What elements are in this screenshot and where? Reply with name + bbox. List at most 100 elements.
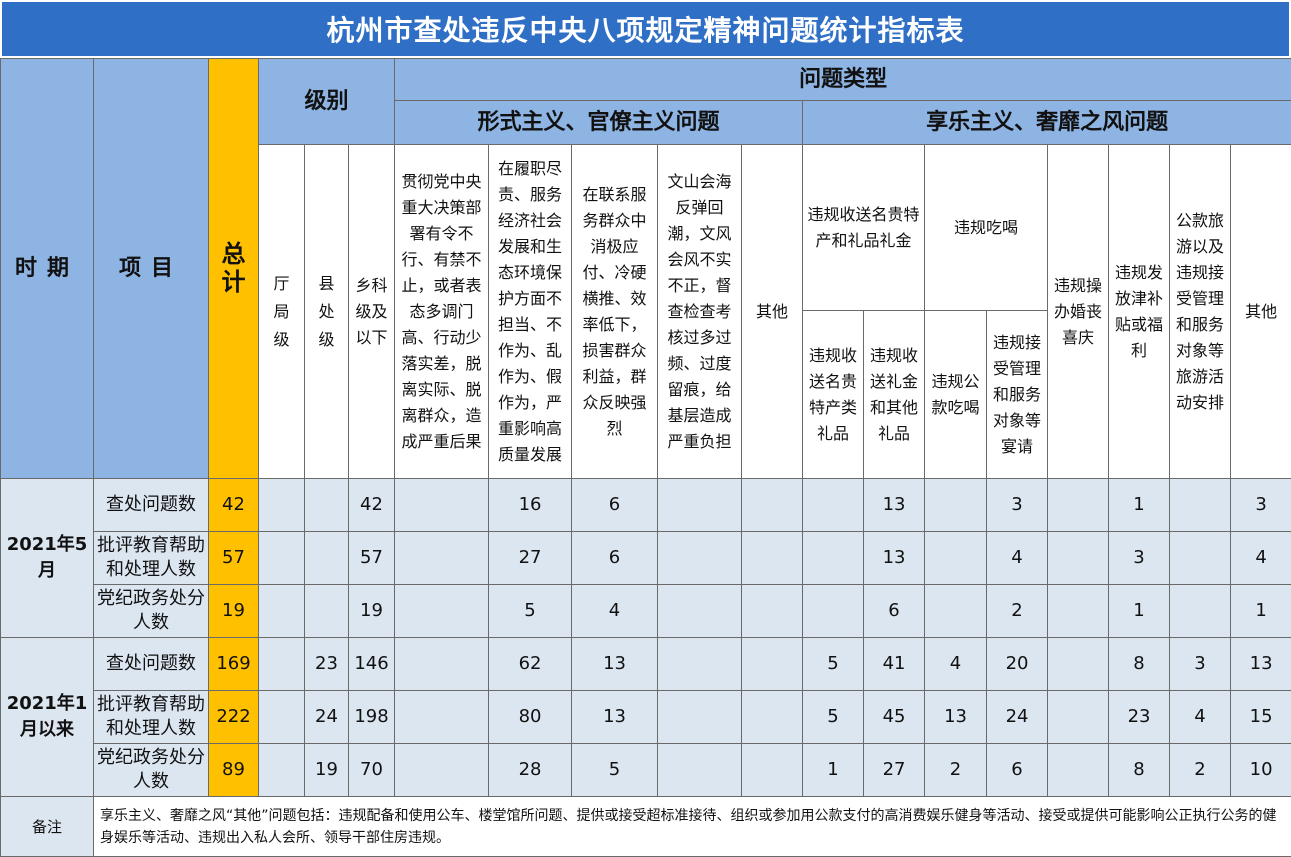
header-travel: 公款旅游以及违规接受管理和服务对象等旅游活动安排: [1170, 145, 1231, 479]
value-cell: [1048, 638, 1109, 691]
value-cell: [1170, 479, 1231, 532]
value-cell: 3: [987, 479, 1048, 532]
value-cell: 1: [803, 744, 864, 797]
header-level-xiang: 乡科级及以下: [349, 145, 395, 479]
value-cell: 4: [925, 638, 987, 691]
value-cell: 1: [1109, 479, 1170, 532]
value-cell: [925, 585, 987, 638]
header-level: 级别: [259, 59, 395, 145]
value-cell: [658, 479, 742, 532]
value-cell: 3: [1231, 479, 1291, 532]
value-cell: 20: [987, 638, 1048, 691]
value-cell: [259, 479, 305, 532]
header-gift-money: 违规收送礼金和其他礼品: [864, 311, 925, 479]
value-cell: 6: [864, 585, 925, 638]
value-cell: 70: [349, 744, 395, 797]
header-level-xian: 县处级: [305, 145, 349, 479]
value-cell: [742, 638, 803, 691]
value-cell: [1048, 744, 1109, 797]
table-title: 杭州市查处违反中央八项规定精神问题统计指标表: [0, 0, 1291, 58]
value-cell: [803, 532, 864, 585]
value-cell: 198: [349, 691, 395, 744]
value-cell: [259, 585, 305, 638]
value-cell: 24: [987, 691, 1048, 744]
value-cell: 2: [987, 585, 1048, 638]
value-cell: 6: [572, 479, 658, 532]
item-cell: 党纪政务处分人数: [94, 585, 209, 638]
value-cell: 24: [305, 691, 349, 744]
value-cell: 2: [925, 744, 987, 797]
header-eat-banquet: 违规接受管理和服务对象等宴请: [987, 311, 1048, 479]
value-cell: 80: [489, 691, 572, 744]
value-cell: 23: [1109, 691, 1170, 744]
period-cell: 2021年5月: [1, 479, 94, 638]
header-gift-group: 违规收送名贵特产和礼品礼金: [803, 145, 925, 311]
value-cell: 8: [1109, 638, 1170, 691]
header-formalism-other: 其他: [742, 145, 803, 479]
value-cell: [259, 691, 305, 744]
item-cell: 批评教育帮助和处理人数: [94, 691, 209, 744]
header-item: 项目: [94, 59, 209, 479]
value-cell: 27: [489, 532, 572, 585]
value-cell: [1048, 691, 1109, 744]
value-cell: [259, 532, 305, 585]
value-cell: [658, 532, 742, 585]
value-cell: 2: [1170, 744, 1231, 797]
value-cell: 6: [572, 532, 658, 585]
header-time: 时期: [1, 59, 94, 479]
value-cell: 1: [1231, 585, 1291, 638]
value-cell: 4: [987, 532, 1048, 585]
value-cell: [925, 532, 987, 585]
header-formalism-3: 在联系服务群众中消极应付、冷硬横推、效率低下，损害群众利益，群众反映强烈: [572, 145, 658, 479]
header-level-ting: 厅局级: [259, 145, 305, 479]
header-hedonism-other: 其他: [1231, 145, 1291, 479]
value-cell: [395, 532, 489, 585]
item-cell: 批评教育帮助和处理人数: [94, 532, 209, 585]
total-cell: 169: [209, 638, 259, 691]
item-cell: 查处问题数: [94, 479, 209, 532]
value-cell: [1170, 585, 1231, 638]
value-cell: 13: [572, 638, 658, 691]
total-cell: 42: [209, 479, 259, 532]
value-cell: 4: [572, 585, 658, 638]
value-cell: 1: [1109, 585, 1170, 638]
value-cell: 4: [1231, 532, 1291, 585]
value-cell: [395, 638, 489, 691]
value-cell: 146: [349, 638, 395, 691]
value-cell: 4: [1170, 691, 1231, 744]
value-cell: [742, 532, 803, 585]
statistics-table: 时期 项目 总计 级别 问题类型 形式主义、官僚主义问题 享乐主义、奢靡之风问题…: [0, 58, 1291, 857]
value-cell: 42: [349, 479, 395, 532]
value-cell: [305, 585, 349, 638]
value-cell: 5: [803, 638, 864, 691]
note-label: 备注: [1, 797, 94, 857]
value-cell: 3: [1109, 532, 1170, 585]
value-cell: 13: [864, 479, 925, 532]
period-cell: 2021年1月以来: [1, 638, 94, 797]
value-cell: [1048, 585, 1109, 638]
header-hedonism: 享乐主义、奢靡之风问题: [803, 101, 1291, 145]
value-cell: [395, 691, 489, 744]
value-cell: [1048, 479, 1109, 532]
value-cell: [742, 479, 803, 532]
header-formalism-4: 文山会海反弹回潮，文风会风不实不正，督查检查考核过多过频、过度留痕，给基层造成严…: [658, 145, 742, 479]
header-total: 总计: [209, 59, 259, 479]
value-cell: [395, 744, 489, 797]
value-cell: [259, 638, 305, 691]
value-cell: [803, 585, 864, 638]
header-subsidy: 违规发放津补贴或福利: [1109, 145, 1170, 479]
header-gift-specialty: 违规收送名贵特产类礼品: [803, 311, 864, 479]
value-cell: [395, 585, 489, 638]
value-cell: [803, 479, 864, 532]
value-cell: 41: [864, 638, 925, 691]
value-cell: [305, 479, 349, 532]
header-eat-public: 违规公款吃喝: [925, 311, 987, 479]
value-cell: [259, 744, 305, 797]
value-cell: [395, 479, 489, 532]
value-cell: 3: [1170, 638, 1231, 691]
